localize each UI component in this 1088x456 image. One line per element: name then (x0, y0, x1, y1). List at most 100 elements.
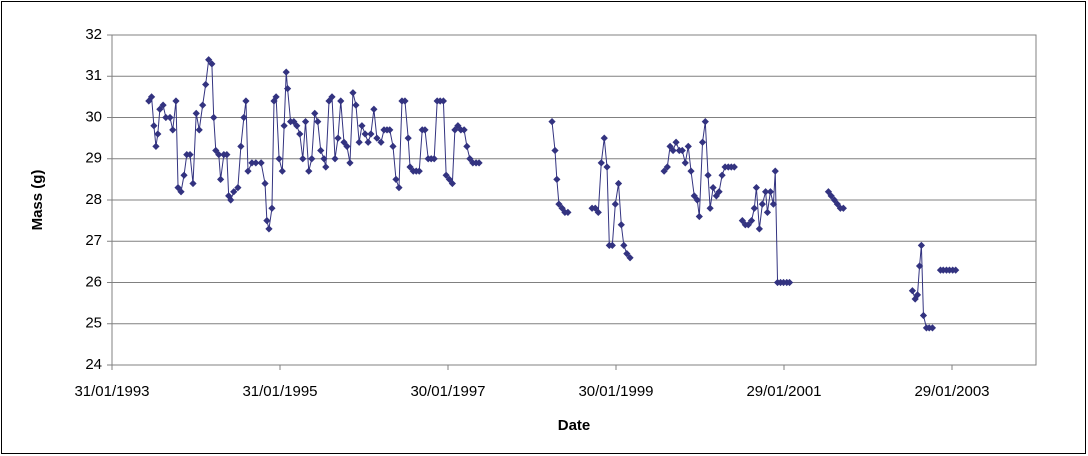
data-point (766, 188, 775, 196)
data-point (827, 192, 835, 200)
data-point (608, 241, 616, 249)
data-point (293, 122, 301, 130)
data-point (908, 287, 917, 295)
data-point (367, 130, 375, 138)
data-point (215, 151, 223, 159)
data-point (439, 97, 447, 105)
data-point (660, 167, 668, 175)
data-point (370, 105, 378, 113)
data-point (771, 167, 779, 175)
data-point (693, 196, 701, 204)
data-point (299, 155, 307, 163)
data-point (278, 167, 286, 175)
data-point (617, 221, 625, 229)
y-tick-label: 27 (85, 232, 102, 249)
data-point (698, 138, 707, 146)
data-point (305, 167, 313, 175)
data-point (282, 68, 290, 76)
data-point (603, 163, 611, 171)
axes: 24 25 26 27 28 29 30 31 32 31/01/1993 31/01/1995 30… (74, 26, 989, 400)
y-tick-label: 26 (85, 273, 102, 290)
data-point (268, 204, 276, 212)
data-point (406, 163, 414, 171)
data-point (620, 241, 628, 249)
data-point (430, 155, 438, 163)
data-point (317, 146, 325, 155)
data-point (730, 163, 738, 171)
data-point (325, 97, 333, 105)
data-point (320, 155, 328, 163)
data-point (358, 122, 366, 130)
y-tick-label: 32 (85, 26, 102, 43)
data-point (785, 278, 794, 287)
data-point (337, 97, 345, 105)
data-point (695, 212, 703, 221)
data-point (392, 175, 400, 183)
x-axis-title: Date (558, 417, 591, 434)
data-point (553, 175, 561, 183)
data-point (156, 105, 164, 113)
data-point (328, 93, 336, 101)
data-point (448, 179, 456, 188)
data-point (395, 184, 403, 192)
x-tick-label: 29/01/2001 (746, 383, 821, 400)
data-point (364, 138, 372, 146)
y-tick-label: 28 (85, 191, 102, 208)
data-point (401, 97, 409, 105)
data-point (445, 175, 453, 183)
data-point (172, 97, 180, 105)
data-point (275, 155, 283, 163)
data-point (162, 113, 170, 122)
data-point (389, 142, 397, 150)
data-point (301, 118, 310, 126)
data-point (763, 208, 772, 216)
data-point (839, 204, 847, 212)
data-point (548, 118, 556, 126)
data-point (248, 159, 256, 167)
data-point (331, 155, 339, 163)
data-point (597, 159, 605, 167)
data-point (242, 97, 250, 105)
data-point (195, 126, 203, 134)
data-point (150, 122, 158, 130)
x-tick-label: 30/01/1999 (578, 383, 653, 400)
data-point (352, 101, 360, 109)
data-point (611, 200, 619, 208)
data-point (210, 113, 218, 122)
data-point (152, 142, 160, 150)
data-point (343, 142, 351, 150)
data-point (265, 225, 273, 233)
data-point (460, 126, 468, 134)
data-point (663, 163, 671, 171)
data-point (769, 200, 778, 208)
data-point (744, 221, 752, 229)
data-point (147, 93, 156, 101)
data-point (919, 311, 928, 320)
data-point (202, 80, 210, 89)
data-point (208, 60, 216, 68)
data-point (361, 130, 369, 138)
data-point (308, 155, 316, 163)
data-point (192, 109, 200, 117)
y-tick-label: 29 (85, 150, 102, 167)
data-point (421, 126, 429, 134)
data-point (678, 146, 686, 155)
data-point (917, 241, 925, 249)
data-point (551, 146, 559, 155)
y-tick-label: 30 (85, 108, 102, 125)
data-point (314, 118, 322, 126)
data-point (159, 101, 167, 109)
data-point (280, 122, 288, 130)
data-point (186, 151, 194, 159)
data-point (681, 159, 689, 167)
data-point (701, 118, 709, 126)
data-point (227, 196, 235, 204)
data-point (223, 151, 231, 159)
data-point (672, 138, 680, 146)
data-point (334, 134, 342, 142)
data-point (205, 56, 213, 64)
y-tick-label: 24 (85, 356, 102, 373)
data-point (747, 217, 756, 225)
data-point (296, 130, 304, 138)
data-point (718, 171, 726, 179)
